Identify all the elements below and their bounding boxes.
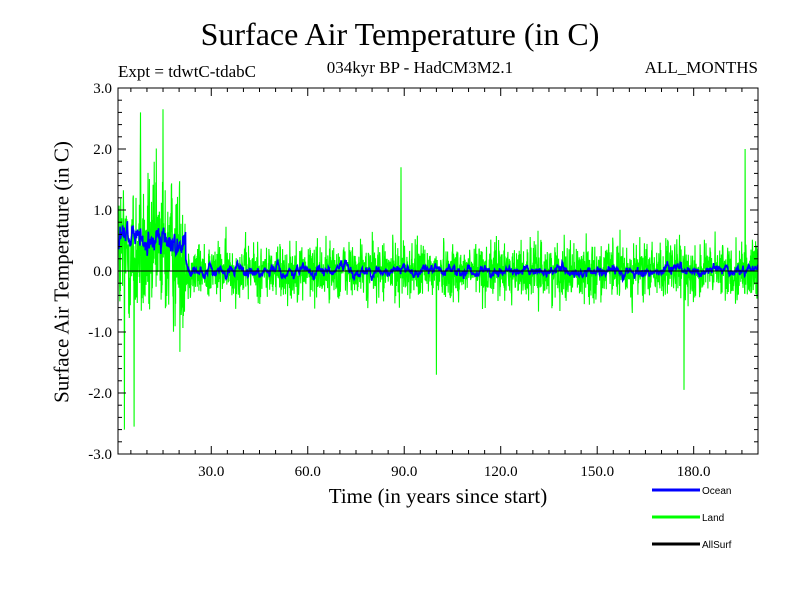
legend-label-land: Land	[702, 513, 724, 524]
x-axis-label: Time (in years since start)	[328, 484, 548, 508]
x-tick-label: 90.0	[391, 464, 417, 480]
legend-label-ocean: Ocean	[702, 486, 731, 497]
experiment-label: Expt = tdwtC-tdabC	[118, 62, 257, 81]
series-line-land	[118, 109, 758, 430]
x-tick-label: 150.0	[580, 464, 614, 480]
months-label: ALL_MONTHS	[644, 58, 758, 77]
y-tick-label: 3.0	[93, 81, 112, 97]
y-tick-label: 1.0	[93, 203, 112, 219]
y-tick-label: -3.0	[88, 447, 112, 463]
x-tick-label: 30.0	[198, 464, 224, 480]
legend-label-allsurf: AllSurf	[702, 540, 732, 551]
x-tick-label: 120.0	[484, 464, 518, 480]
series-line-ocean	[118, 221, 758, 284]
y-tick-label: 2.0	[93, 142, 112, 158]
x-tick-label: 180.0	[677, 464, 711, 480]
chart-title: Surface Air Temperature (in C)	[200, 16, 600, 52]
y-tick-label: 0.0	[93, 264, 112, 280]
chart-subtitle: 034kyr BP - HadCM3M2.1	[326, 58, 514, 77]
y-tick-label: -1.0	[88, 325, 112, 341]
y-tick-label: -2.0	[88, 386, 112, 402]
plot-series	[118, 109, 758, 430]
axes: -3.0 -2.0 -1.0 0.0 1.0 2.0 3.0 30.0 60.0 90.0 120.…	[88, 81, 758, 480]
legend: Ocean Land AllSurf	[652, 486, 732, 551]
x-tick-label: 60.0	[295, 464, 321, 480]
